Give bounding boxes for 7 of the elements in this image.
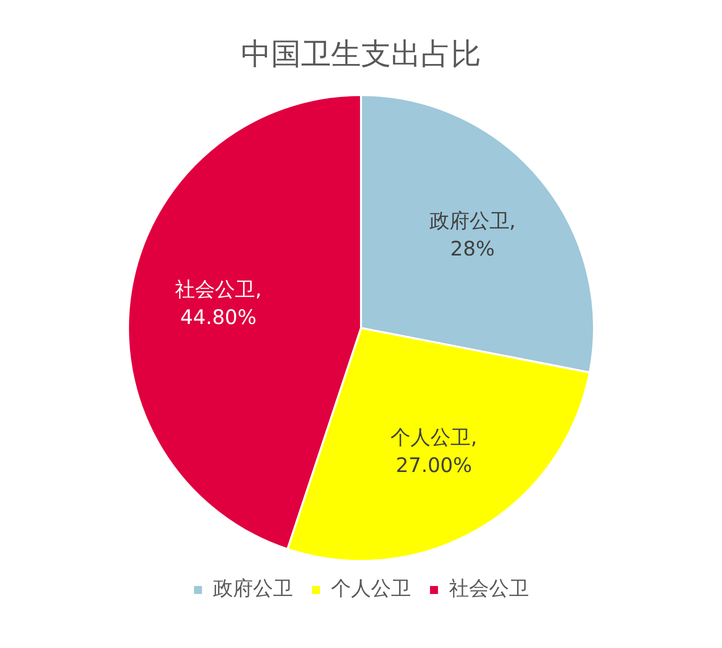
data-label: 个人公卫, 27.00% xyxy=(390,424,478,477)
data-label: 政府公卫, 28% xyxy=(429,208,516,260)
legend-label: 社会公卫 xyxy=(449,576,529,600)
chart-title: 中国卫生支出占比 xyxy=(241,36,481,72)
data-label: 社会公卫, 44.80% xyxy=(175,277,262,330)
legend-label: 政府公卫 xyxy=(213,576,293,600)
legend-label: 个人公卫 xyxy=(331,576,411,600)
